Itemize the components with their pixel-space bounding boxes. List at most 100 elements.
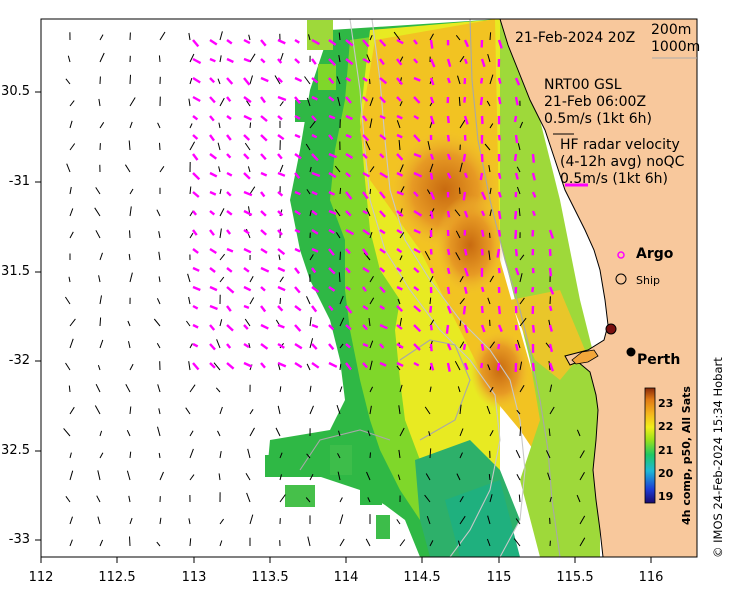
model-velocity-tick — [459, 341, 465, 349]
model-velocity-tick — [486, 100, 491, 107]
hf-radar-vector — [379, 191, 386, 199]
hf-radar-vector — [328, 171, 337, 179]
hf-radar-vector — [514, 172, 519, 180]
argo-legend-icon — [617, 251, 625, 259]
model-velocity-tick — [516, 409, 521, 415]
model-velocity-tick — [399, 539, 406, 547]
hf-radar-vector — [277, 77, 283, 84]
hf-radar-vector — [362, 134, 370, 142]
y-tick-label: 31.5 — [1, 264, 30, 279]
model-velocity-tick — [98, 98, 101, 107]
model-velocity-tick — [129, 363, 134, 371]
hf-radar-vector — [429, 115, 435, 125]
model-velocity-tick — [459, 119, 466, 129]
model-velocity-tick — [428, 431, 431, 437]
hf-radar-vector — [531, 210, 536, 217]
hf-radar-vector — [243, 285, 252, 292]
hf-radar-vector — [294, 38, 300, 44]
model-velocity-tick — [189, 384, 196, 393]
model-velocity-tick — [304, 76, 311, 85]
hf-radar-vector — [497, 96, 502, 105]
hf-radar-vector — [514, 134, 519, 144]
hf-radar-vector — [396, 77, 404, 86]
model-velocity-tick — [69, 231, 74, 239]
model-velocity-tick — [309, 317, 312, 327]
hf-radar-vector — [209, 362, 216, 369]
model-velocity-tick — [486, 538, 491, 547]
hf-radar-vector — [345, 152, 354, 160]
model-velocity-tick — [189, 141, 196, 151]
hf-radar-vector — [396, 58, 403, 66]
model-velocity-tick — [429, 163, 434, 173]
model-velocity-tick — [489, 209, 492, 217]
model-velocity-tick — [306, 97, 311, 107]
hf-radar-vector — [362, 342, 369, 348]
hf-radar-vector — [226, 210, 233, 216]
model-velocity-tick — [279, 297, 281, 305]
model-velocity-tick — [305, 497, 311, 503]
model-velocity-tick — [94, 207, 101, 217]
hf-radar-vector — [514, 267, 520, 276]
model-velocity-tick — [365, 208, 371, 217]
hf-radar-vector — [463, 362, 469, 371]
hf-radar-vector — [243, 342, 250, 349]
hf-radar-vector — [362, 266, 370, 273]
hf-radar-vector — [345, 343, 351, 349]
hf-radar-vector — [497, 343, 501, 350]
model-velocity-tick — [99, 339, 104, 349]
model-velocity-tick — [545, 450, 551, 459]
model-velocity-tick — [339, 343, 344, 349]
model-velocity-tick — [65, 496, 71, 503]
model-velocity-tick — [489, 32, 492, 41]
hf-radar-vector — [345, 133, 352, 139]
model-velocity-tick — [459, 275, 464, 283]
model-velocity-tick — [429, 297, 432, 305]
model-velocity-tick — [127, 320, 131, 327]
model-velocity-tick — [309, 254, 314, 261]
model-velocity-tick — [339, 295, 344, 305]
hf-radar-vector — [413, 209, 423, 217]
model-velocity-tick — [399, 101, 403, 107]
model-velocity-tick — [484, 143, 491, 151]
hf-radar-vector — [429, 191, 436, 200]
model-velocity-tick — [429, 386, 432, 393]
hf-radar-vector — [277, 210, 284, 217]
hf-radar-vector — [311, 190, 318, 196]
hf-radar-vector — [226, 191, 232, 197]
model-velocity-tick — [334, 165, 341, 173]
model-velocity-tick — [69, 318, 76, 327]
model-velocity-tick — [458, 96, 461, 107]
model-velocity-tick — [217, 430, 221, 437]
hf-radar-vector — [294, 172, 301, 179]
x-tick-label: 116 — [638, 570, 664, 585]
model-velocity-tick — [369, 118, 373, 129]
model-velocity-tick — [336, 76, 341, 85]
hf-radar-vector — [328, 209, 337, 216]
hf-radar-vector — [362, 115, 368, 122]
hf-radar-vector — [345, 58, 354, 66]
hf-radar-vector — [379, 58, 385, 66]
model-velocity-tick — [545, 342, 551, 349]
model-velocity-tick — [397, 298, 401, 305]
model-velocity-tick — [549, 406, 555, 415]
hf-radar-vector — [294, 361, 303, 369]
hf-radar-vector — [311, 95, 318, 101]
model-velocity-tick — [309, 338, 314, 349]
model-velocity-tick — [129, 74, 131, 85]
model-velocity-tick — [128, 253, 131, 261]
model-velocity-tick — [426, 189, 431, 195]
hf-radar-vector — [192, 323, 199, 329]
model-velocity-tick — [158, 251, 161, 261]
hf-radar-vector — [209, 134, 215, 142]
model-velocity-tick — [94, 405, 101, 415]
hf-radar-vector — [311, 267, 317, 274]
hf-radar-vector — [192, 342, 199, 348]
model-velocity-tick — [549, 496, 552, 503]
model-velocity-tick — [456, 473, 461, 481]
hf-radar-vector — [243, 96, 252, 104]
model-velocity-tick — [157, 122, 161, 129]
hf-radar-vector — [379, 134, 387, 141]
hf-radar-vector — [260, 210, 267, 217]
hf-radar-vector — [260, 343, 269, 350]
model-velocity-tick — [306, 453, 311, 459]
